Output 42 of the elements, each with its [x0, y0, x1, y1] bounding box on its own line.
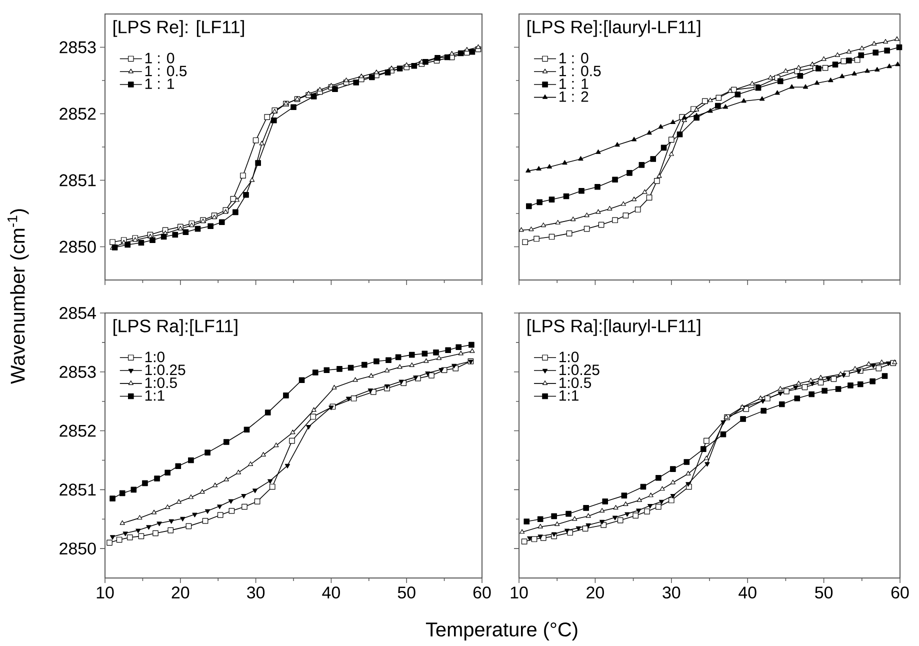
x-tick-label: 30	[662, 586, 680, 599]
chart-title: [LPS Re]: [LF11]	[114, 20, 244, 37]
legend-label: 1:0	[560, 352, 579, 362]
y-tick-label: 2852	[60, 424, 96, 437]
y-tick-label: 2850	[60, 542, 96, 555]
chart-title: [LPS Re]:[lauryl-LF11]	[528, 20, 700, 37]
chart-title: [LPS Ra]:[LF11]	[114, 319, 238, 336]
legend-label: 1 : 0	[145, 52, 174, 64]
x-tick-label: 40	[322, 586, 340, 599]
x-tick-label: 20	[172, 586, 190, 599]
x-tick-label: 60	[473, 586, 491, 599]
legend-label: 1 : 0	[560, 52, 588, 64]
legend-label: 1:0.5	[145, 377, 177, 388]
y-tick-label: 2852	[60, 108, 96, 120]
legend-label: 1:0.25	[145, 364, 186, 376]
x-axis-title: Temperature (°C)	[426, 622, 578, 640]
y-tick-label: 2851	[60, 484, 96, 496]
legend-label: 1 : 0.5	[560, 66, 601, 76]
legend-label: 1:1	[560, 390, 578, 401]
y-tick-label: 2851	[60, 174, 96, 186]
legend-label: 1:0.25	[560, 364, 600, 376]
legend-label: 1:0	[145, 352, 164, 362]
chart-title: [LPS Ra]:[lauryl-LF11]	[528, 319, 700, 336]
legend-label: 1:0.5	[560, 377, 592, 388]
x-tick-label: 10	[96, 586, 114, 599]
x-tick-label: 50	[398, 586, 416, 599]
legend-label: 1 : 1	[560, 78, 588, 89]
y-tick-label: 2853	[60, 41, 96, 54]
x-tick-label: 20	[586, 586, 604, 599]
y-axis-title: Wavenumber (cm$^{-1}$)	[8, 209, 29, 384]
legend-label: 1 : 2	[560, 91, 588, 102]
legend-label: 1 : 0.5	[145, 66, 187, 76]
legend-label: 1 : 1	[145, 78, 174, 89]
x-tick-label: 40	[738, 586, 756, 599]
y-tick-label: 2853	[60, 366, 96, 378]
legend-label: 1:1	[145, 390, 164, 401]
y-tick-label: 2854	[60, 307, 96, 320]
x-tick-label: 30	[247, 586, 265, 599]
y-tick-label: 2850	[60, 240, 96, 253]
x-tick-label: 50	[815, 586, 833, 599]
x-tick-label: 60	[891, 586, 909, 599]
x-tick-label: 10	[510, 586, 528, 599]
